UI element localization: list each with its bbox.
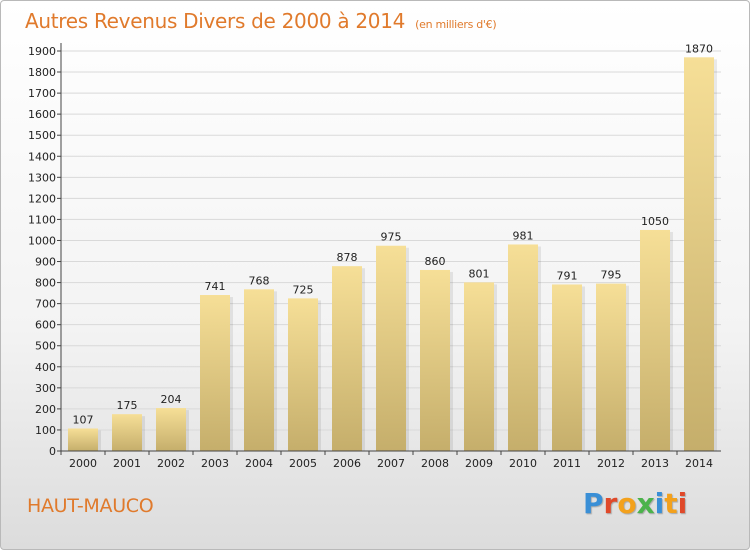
x-tick-label-2008: 2008: [421, 457, 449, 470]
y-tick-label: 1200: [28, 192, 56, 205]
y-tick-label: 500: [35, 340, 56, 353]
value-label-2000: 107: [73, 413, 94, 426]
bar-2002: [156, 408, 186, 451]
y-tick-label: 900: [35, 256, 56, 269]
bar-2013: [640, 229, 670, 451]
x-tick-label-2011: 2011: [553, 457, 581, 470]
bar-2004: [244, 289, 274, 451]
x-tick-label-2007: 2007: [377, 457, 405, 470]
logo-letter: x: [636, 487, 655, 520]
y-tick-label: 400: [35, 361, 56, 374]
commune-name: HAUT-MAUCO: [27, 495, 154, 517]
y-tick-label: 1100: [28, 213, 56, 226]
x-tick-label-2003: 2003: [201, 457, 229, 470]
bar-2001: [112, 414, 142, 451]
x-tick-label-2001: 2001: [113, 457, 141, 470]
chart-subtitle: (en milliers d'€): [415, 18, 497, 31]
x-tick-label-2006: 2006: [333, 457, 361, 470]
y-tick-label: 1500: [28, 129, 56, 142]
x-tick-label-2010: 2010: [509, 457, 537, 470]
labels: 0 100 200 300 400 500 600 700 800 900 1000 1100 1200…: [28, 42, 713, 470]
y-tick-label: 100: [35, 424, 56, 437]
value-label-2013: 1050: [641, 215, 669, 228]
proxiti-logo: Proxiti: [583, 487, 687, 520]
x-tick-label-2014: 2014: [685, 457, 713, 470]
x-tick-label-2013: 2013: [641, 457, 669, 470]
y-tick-label: 1700: [28, 87, 56, 100]
bar-2008: [420, 269, 450, 451]
y-tick-label: 600: [35, 319, 56, 332]
logo-letter: i: [654, 487, 665, 520]
logo-letter: t: [664, 487, 678, 520]
y-tick-label: 1900: [28, 45, 56, 58]
bars: [68, 57, 717, 451]
y-tick-label: 800: [35, 277, 56, 290]
bar-2006: [332, 266, 362, 451]
bar-2003: [200, 295, 230, 451]
value-label-2012: 795: [601, 269, 622, 282]
y-tick-label: 1600: [28, 108, 56, 121]
chart-title-text: Autres Revenus Divers de 2000 à 2014: [25, 9, 406, 33]
value-label-2004: 768: [249, 274, 270, 287]
bar-2009: [464, 282, 494, 451]
value-label-2009: 801: [469, 267, 490, 280]
y-tick-label: 1300: [28, 171, 56, 184]
x-tick-label-2009: 2009: [465, 457, 493, 470]
logo-letter: i: [677, 487, 688, 520]
value-label-2005: 725: [293, 283, 314, 296]
x-tick-label-2000: 2000: [69, 457, 97, 470]
bar-2010: [508, 244, 538, 451]
bar-2007: [376, 245, 406, 451]
x-tick-label-2004: 2004: [245, 457, 273, 470]
y-tick-label: 0: [49, 445, 56, 458]
y-tick-label: 700: [35, 298, 56, 311]
logo-letter: P: [583, 487, 604, 520]
bar-2014: [684, 57, 714, 451]
chart-title: Autres Revenus Divers de 2000 à 2014 (en…: [25, 9, 497, 33]
bar-2012: [596, 283, 626, 451]
y-tick-label: 1000: [28, 234, 56, 247]
bar-2011: [552, 284, 582, 451]
y-tick-label: 200: [35, 403, 56, 416]
value-label-2007: 975: [381, 231, 402, 244]
value-label-2001: 175: [117, 399, 138, 412]
x-tick-label-2012: 2012: [597, 457, 625, 470]
value-label-2003: 741: [205, 280, 226, 293]
y-tick-label: 1400: [28, 150, 56, 163]
value-label-2010: 981: [513, 229, 534, 242]
y-tick-label: 1800: [28, 66, 56, 79]
logo-letter: r: [603, 487, 618, 520]
value-label-2002: 204: [161, 393, 182, 406]
y-tick-label: 300: [35, 382, 56, 395]
value-label-2006: 878: [337, 251, 358, 264]
bar-2005: [288, 298, 318, 451]
bar-2000: [68, 428, 98, 451]
axes: [57, 43, 721, 455]
value-label-2011: 791: [557, 269, 578, 282]
value-label-2008: 860: [425, 255, 446, 268]
x-tick-label-2002: 2002: [157, 457, 185, 470]
x-tick-label-2005: 2005: [289, 457, 317, 470]
value-label-2014: 1870: [685, 42, 713, 55]
logo-letter: o: [617, 487, 637, 520]
